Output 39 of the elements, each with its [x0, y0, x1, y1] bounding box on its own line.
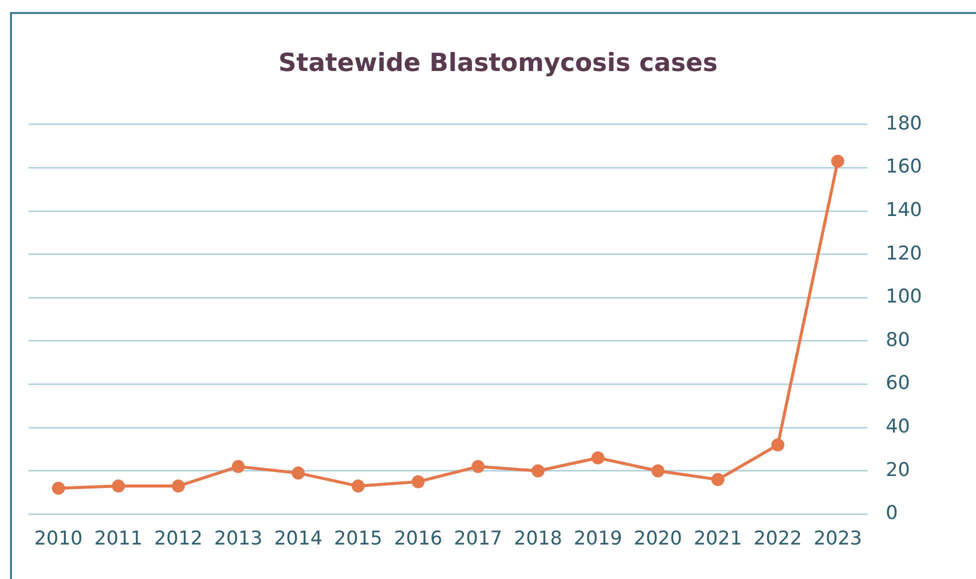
y-tick-label: 80: [886, 328, 910, 351]
x-tick-label: 2017: [454, 528, 502, 550]
point: [831, 154, 844, 168]
y-tick-label: 20: [886, 458, 910, 481]
x-tick-label: 2015: [334, 528, 382, 550]
x-tick-label: 2012: [154, 528, 203, 550]
point: [352, 480, 365, 493]
y-tick-label: 140: [886, 198, 922, 221]
point: [172, 480, 185, 493]
point: [532, 464, 545, 478]
point: [292, 466, 305, 480]
x-tick-label: 2016: [394, 528, 442, 550]
x-tick-label: 2021: [694, 528, 742, 550]
point: [112, 480, 125, 493]
y-tick-label: 0: [886, 502, 898, 524]
point: [52, 482, 65, 495]
x-tick-label: 2019: [574, 528, 622, 550]
y-tick-label: 120: [886, 242, 922, 264]
x-tick-label: 2010: [34, 528, 83, 550]
x-tick-label: 2014: [274, 528, 322, 550]
y-tick-label: 100: [886, 286, 922, 308]
chart-title: Statewide Blastomycosis cases: [277, 48, 719, 77]
point: [232, 460, 245, 474]
point: [412, 475, 425, 488]
x-tick-label: 2013: [214, 528, 262, 550]
y-tick-label: 40: [886, 416, 910, 438]
point: [651, 464, 664, 478]
x-tick-label: 2020: [634, 528, 682, 550]
point: [472, 460, 485, 474]
point: [771, 438, 784, 452]
x-tick-label: 2011: [94, 528, 143, 550]
x-tick-label: 2022: [754, 528, 802, 550]
x-tick-label: 2018: [514, 528, 562, 550]
x-tick-label: 2023: [814, 528, 862, 550]
y-tick-label: 180: [886, 112, 922, 134]
y-tick-label: 60: [886, 372, 910, 394]
y-tick-label: 160: [886, 156, 922, 178]
point: [711, 473, 724, 486]
point: [591, 451, 604, 464]
